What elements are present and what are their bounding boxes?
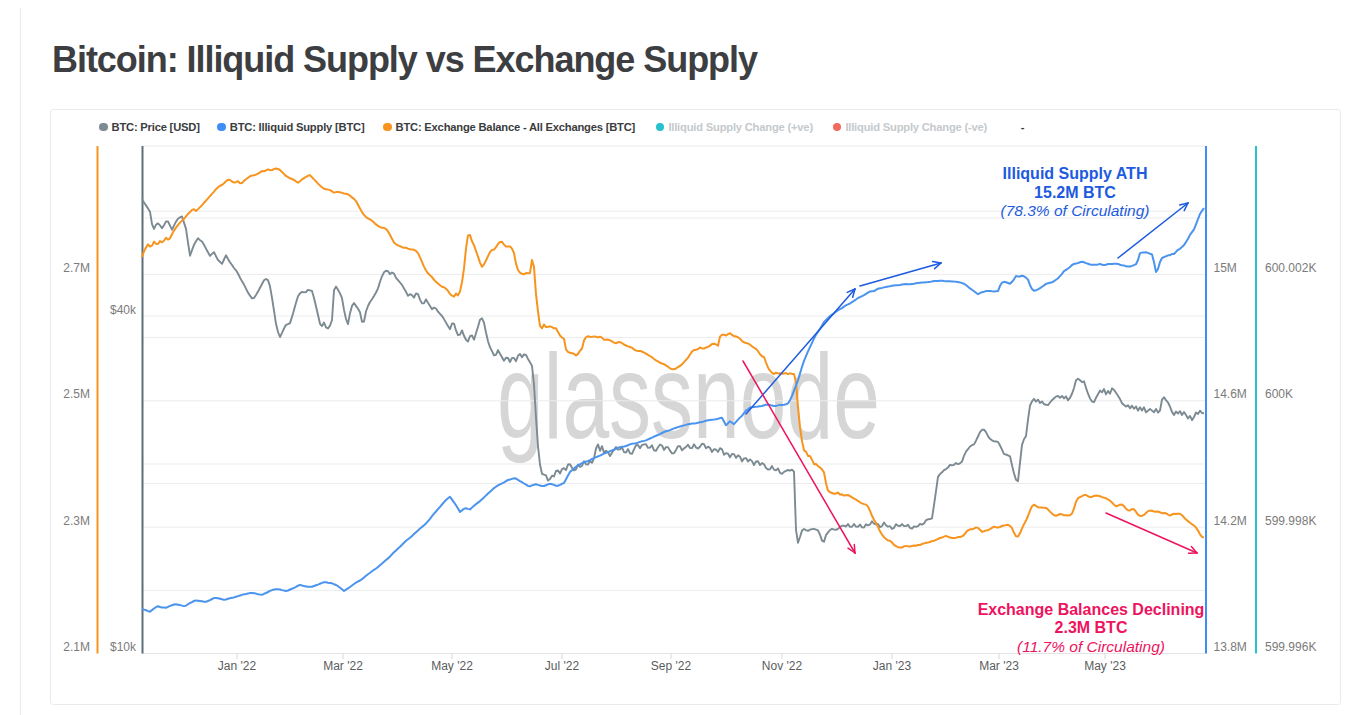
svg-text:glassnode: glassnode	[497, 329, 880, 463]
